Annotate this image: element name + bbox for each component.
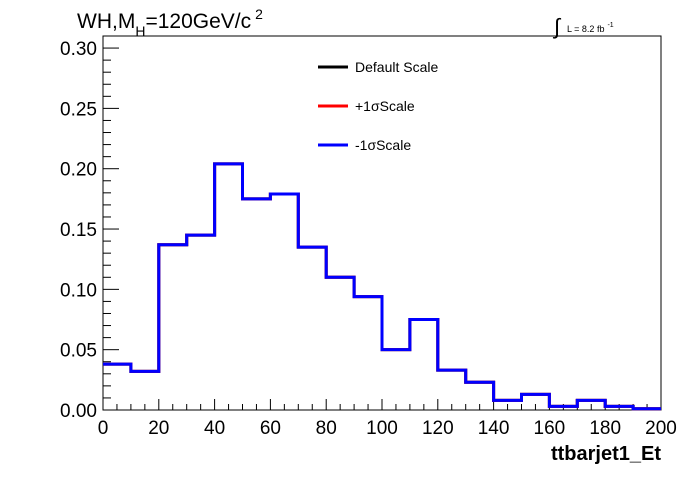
x-tick-label: 200 [645, 418, 677, 439]
x-tick-label: 160 [534, 418, 566, 439]
y-tick-label: 0.30 [60, 39, 97, 60]
title-superscript: 2 [255, 6, 263, 22]
x-tick-label: 20 [148, 418, 169, 439]
x-axis-title: ttbarjet1_Et [551, 443, 661, 465]
y-tick-label: 0.15 [60, 220, 97, 241]
x-tick-label: 0 [98, 418, 109, 439]
y-tick-label: 0.10 [60, 280, 97, 301]
x-tick-label: 120 [422, 418, 454, 439]
y-tick-label: 0.25 [60, 99, 97, 120]
lumi-text: L = 8.2 fb [567, 24, 604, 34]
title-main: WH,M [77, 10, 135, 33]
legend-label: +1σScale [355, 98, 415, 114]
y-tick-label: 0.00 [60, 401, 97, 422]
y-tick-label: 0.20 [60, 160, 97, 181]
title-subscript: H [135, 23, 145, 39]
y-tick-label: 0.05 [60, 341, 97, 362]
series-lines [103, 162, 661, 411]
legend: Default Scale +1σScale -1σScale [318, 59, 438, 153]
chart-title: WH,MH=120GeV/c 2 [77, 6, 263, 39]
x-tick-label: 100 [366, 418, 398, 439]
lumi-label: L = 8.2 fb -1 [567, 22, 614, 34]
title-rest: =120GeV/c [145, 10, 251, 33]
x-tick-label: 60 [260, 418, 281, 439]
lumi-integral: ∫ [552, 14, 562, 39]
x-tick-label: 80 [316, 418, 337, 439]
axes: 0 20 40 60 80 100 120 140 160 180 200 0.00 0.05 0.10 0… [60, 35, 677, 439]
series-line [103, 162, 661, 411]
x-tick-label: 140 [478, 418, 510, 439]
series-line [103, 162, 661, 411]
series-line [103, 162, 661, 411]
legend-label: -1σScale [355, 137, 411, 153]
x-tick-label: 180 [589, 418, 621, 439]
plot-frame [102, 35, 662, 411]
x-tick-label: 40 [204, 418, 225, 439]
legend-label: Default Scale [355, 59, 438, 75]
lumi-superscript: -1 [607, 22, 613, 29]
